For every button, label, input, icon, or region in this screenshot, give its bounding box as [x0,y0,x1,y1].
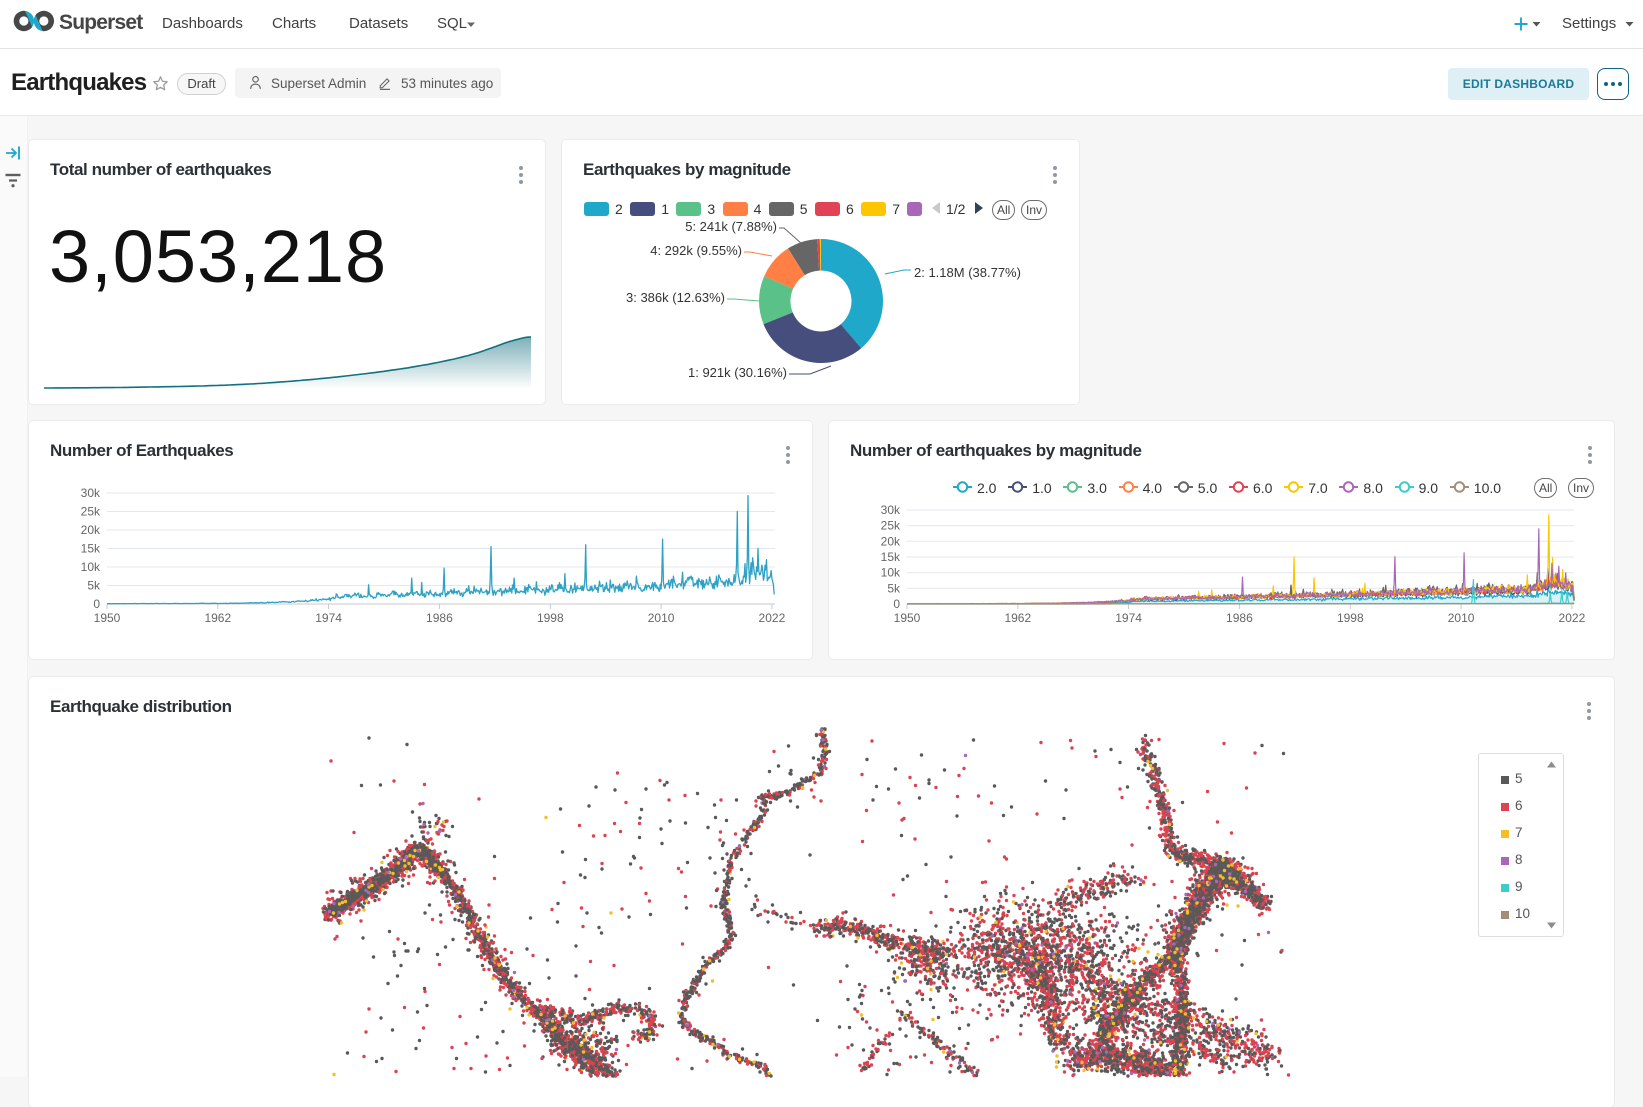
svg-text:3: 386k (12.63%): 3: 386k (12.63%) [626,290,725,305]
svg-text:1: 921k (30.16%): 1: 921k (30.16%) [688,365,787,380]
svg-text:10k: 10k [81,560,101,574]
svg-text:1950: 1950 [894,611,921,625]
svg-text:1950: 1950 [94,611,121,625]
svg-text:5k: 5k [87,579,101,593]
svg-text:0: 0 [93,597,100,611]
svg-text:25k: 25k [81,505,101,519]
svg-text:4: 292k (9.55%): 4: 292k (9.55%) [650,243,742,258]
svg-text:2: 1.18M (38.77%): 2: 1.18M (38.77%) [914,265,1021,280]
svg-text:5: 241k (7.88%): 5: 241k (7.88%) [685,219,777,234]
svg-text:1974: 1974 [1115,611,1142,625]
svg-text:2010: 2010 [1448,611,1475,625]
svg-text:0: 0 [893,597,900,611]
svg-text:20k: 20k [81,523,101,537]
svg-text:1998: 1998 [1337,611,1364,625]
svg-text:2010: 2010 [648,611,675,625]
svg-text:30k: 30k [81,486,101,500]
svg-text:1974: 1974 [315,611,342,625]
svg-text:15k: 15k [881,550,901,564]
svg-text:15k: 15k [81,542,101,556]
svg-text:5k: 5k [887,581,901,595]
svg-text:2022: 2022 [759,611,786,625]
svg-text:1962: 1962 [1004,611,1031,625]
svg-text:2022: 2022 [1559,611,1586,625]
svg-text:1986: 1986 [426,611,453,625]
svg-text:30k: 30k [881,503,901,517]
svg-text:10k: 10k [881,566,901,580]
svg-text:1986: 1986 [1226,611,1253,625]
svg-text:20k: 20k [881,534,901,548]
svg-text:25k: 25k [881,519,901,533]
svg-text:1962: 1962 [204,611,231,625]
svg-text:1998: 1998 [537,611,564,625]
